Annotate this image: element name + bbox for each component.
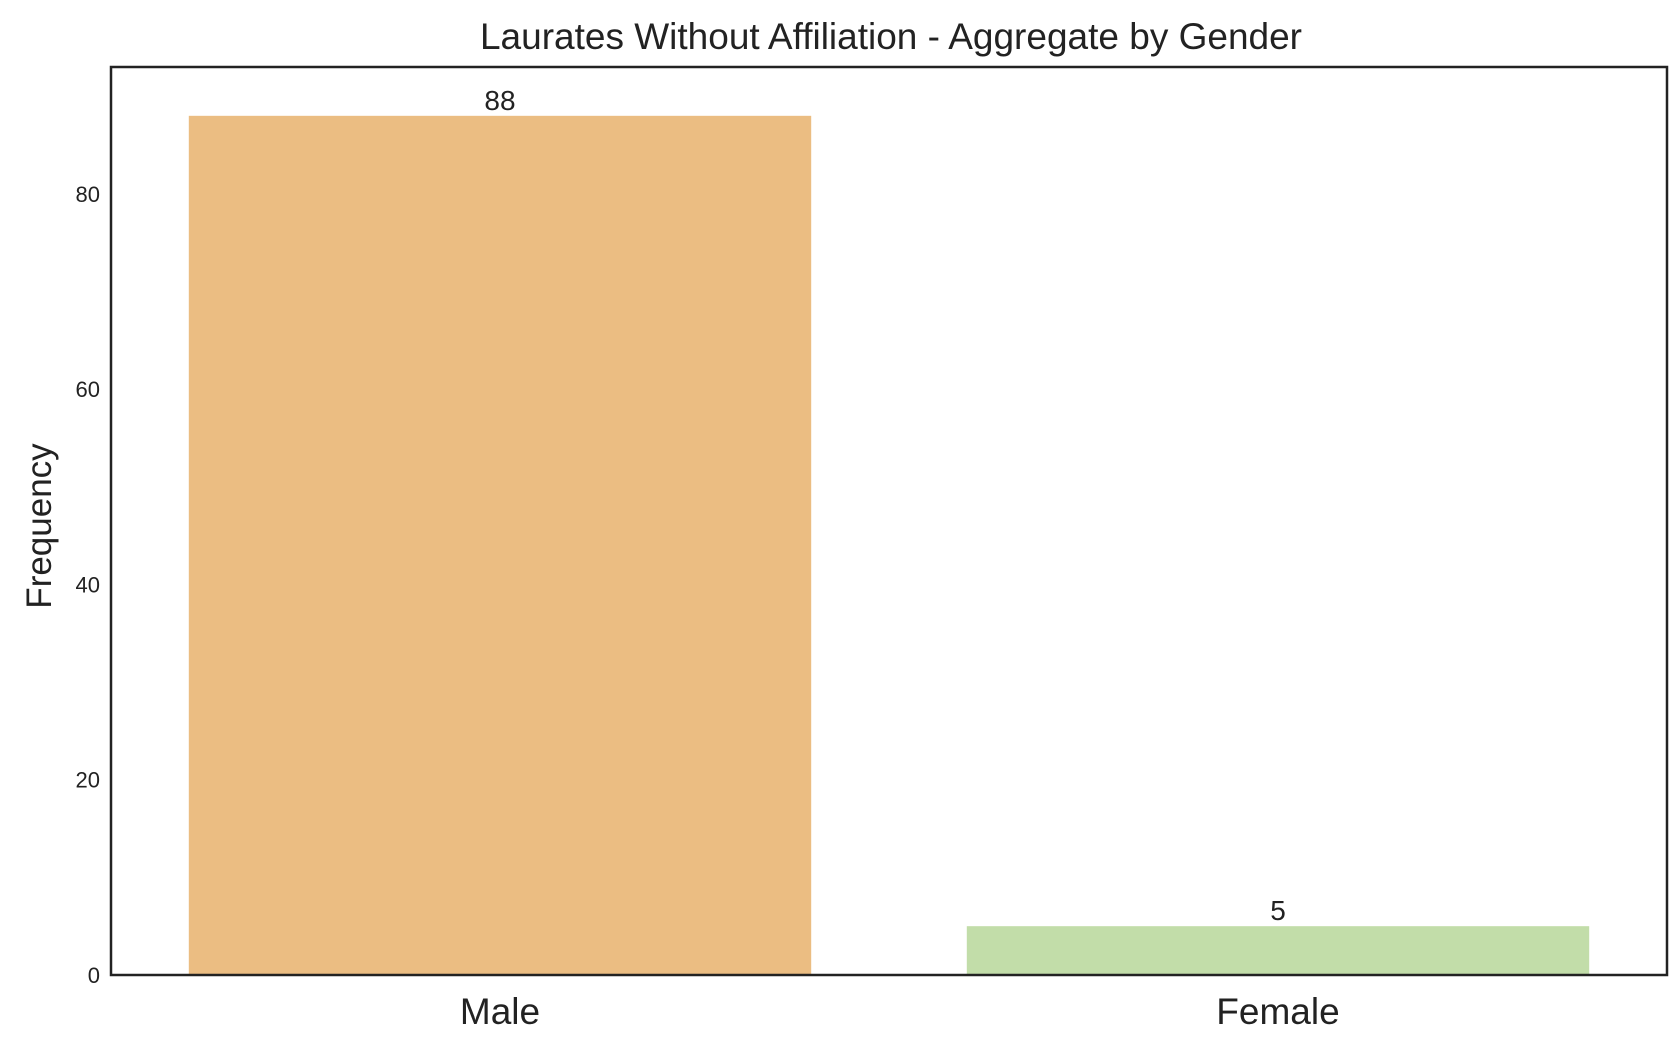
y-tick-label-80: 80	[76, 182, 100, 207]
data-label-female: 5	[1270, 895, 1286, 926]
plot-frame	[109, 65, 1669, 977]
bar-female	[966, 926, 1590, 975]
ticks-layer: Male Female 0 20 40 60 80	[76, 182, 1340, 1032]
y-tick-label-60: 60	[76, 377, 100, 402]
y-tick-label-40: 40	[76, 572, 100, 597]
data-labels-layer: 88 5	[484, 85, 1285, 926]
chart-title: Laurates Without Affiliation - Aggregate…	[480, 16, 1302, 57]
bar-male	[188, 115, 812, 976]
x-tick-label-female: Female	[1216, 991, 1339, 1032]
y-tick-label-0: 0	[88, 963, 100, 988]
bars-layer	[188, 115, 1590, 976]
data-label-male: 88	[484, 85, 515, 116]
y-tick-label-20: 20	[76, 768, 100, 793]
y-axis-label: Frequency	[20, 443, 59, 609]
x-tick-label-male: Male	[460, 991, 540, 1032]
